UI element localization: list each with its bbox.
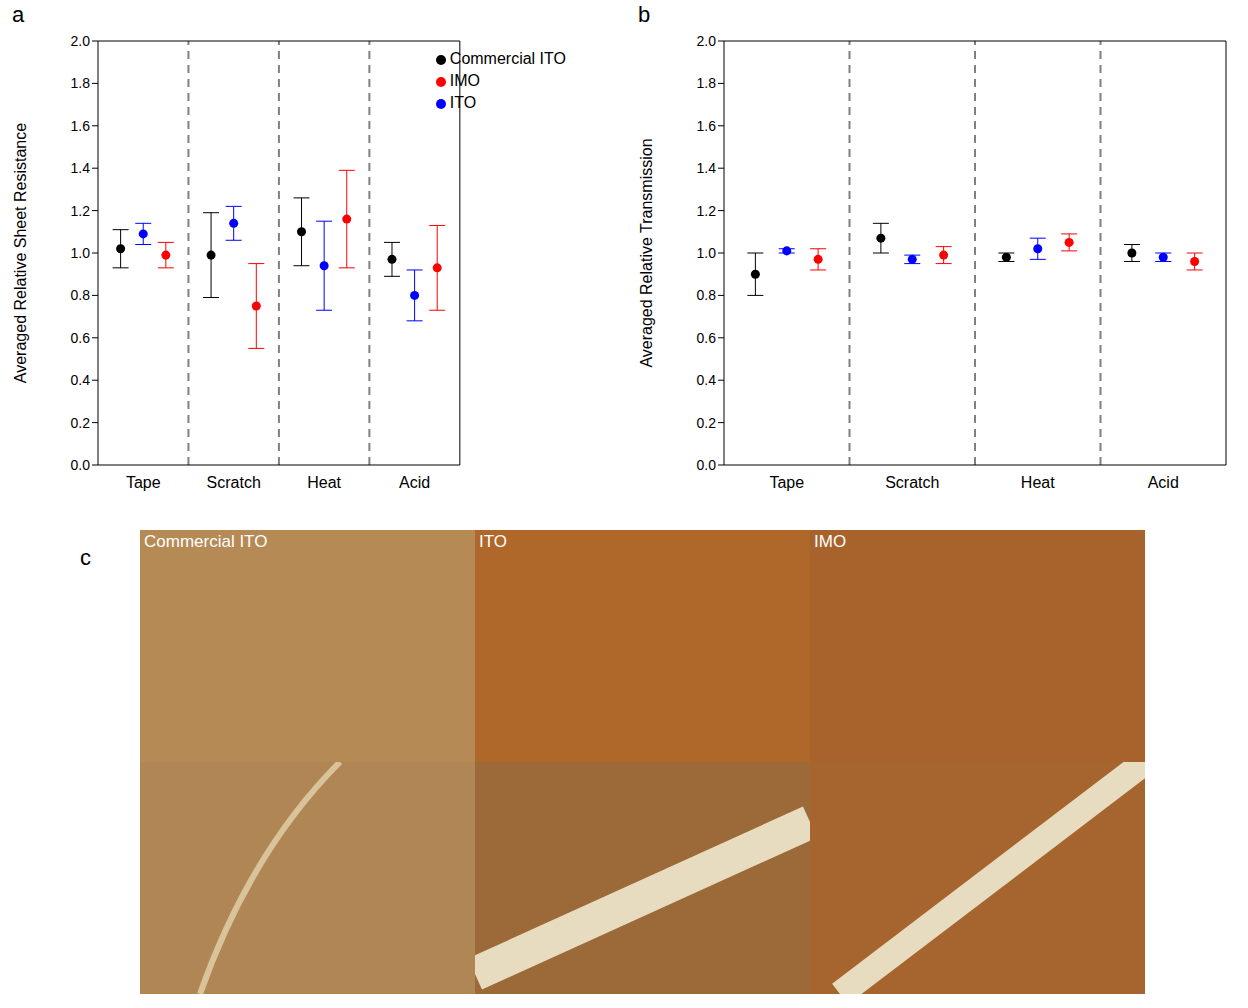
svg-text:0.4: 0.4 — [697, 372, 717, 388]
html-text:a: a — [12, 2, 25, 27]
svg-text:2.0: 2.0 — [71, 33, 91, 49]
svg-text:Acid: Acid — [399, 474, 430, 491]
html-text:b: b — [638, 2, 651, 27]
svg-text:0.2: 0.2 — [697, 415, 717, 431]
svg-text:0.8: 0.8 — [71, 287, 91, 303]
svg-text:Acid: Acid — [1148, 474, 1179, 491]
svg-text:Heat: Heat — [307, 474, 341, 491]
html-text:ITO: ITO — [479, 532, 507, 551]
svg-text:0.0: 0.0 — [71, 457, 91, 473]
svg-text:1.0: 1.0 — [697, 245, 717, 261]
svg-text:1.6: 1.6 — [71, 118, 91, 134]
svg-text:0.8: 0.8 — [697, 287, 717, 303]
svg-text:Tape: Tape — [769, 474, 804, 491]
svg-text:Tape: Tape — [126, 474, 161, 491]
svg-text:0.6: 0.6 — [71, 330, 91, 346]
html-text:ITO: ITO — [449, 94, 477, 111]
svg-text:1.2: 1.2 — [71, 203, 91, 219]
svg-text:Scratch: Scratch — [885, 474, 939, 491]
svg-text:1.0: 1.0 — [71, 245, 91, 261]
svg-text:1.2: 1.2 — [697, 203, 717, 219]
svg-text:Averaged Relative Transmission: Averaged Relative Transmission — [638, 138, 655, 367]
svg-text:1.4: 1.4 — [697, 160, 717, 176]
svg-text:Scratch: Scratch — [207, 474, 261, 491]
svg-text:0.6: 0.6 — [697, 330, 717, 346]
svg-text:Heat: Heat — [1021, 474, 1055, 491]
svg-text:0.2: 0.2 — [71, 415, 91, 431]
html-text:c: c — [80, 545, 91, 570]
html-text:Commercial ITO: Commercial ITO — [449, 50, 566, 67]
html-text:IMO: IMO — [449, 72, 480, 89]
svg-text:0.4: 0.4 — [71, 372, 91, 388]
html-text:IMO: IMO — [814, 532, 847, 551]
svg-text:1.8: 1.8 — [71, 75, 91, 91]
svg-text:0.0: 0.0 — [697, 457, 717, 473]
svg-text:1.8: 1.8 — [697, 75, 717, 91]
html-text:Commercial ITO: Commercial ITO — [144, 532, 268, 551]
svg-text:1.6: 1.6 — [697, 118, 717, 134]
svg-text:2.0: 2.0 — [697, 33, 717, 49]
svg-text:1.4: 1.4 — [71, 160, 91, 176]
svg-text:Averaged Relative Sheet Resist: Averaged Relative Sheet Resistance — [12, 123, 29, 383]
